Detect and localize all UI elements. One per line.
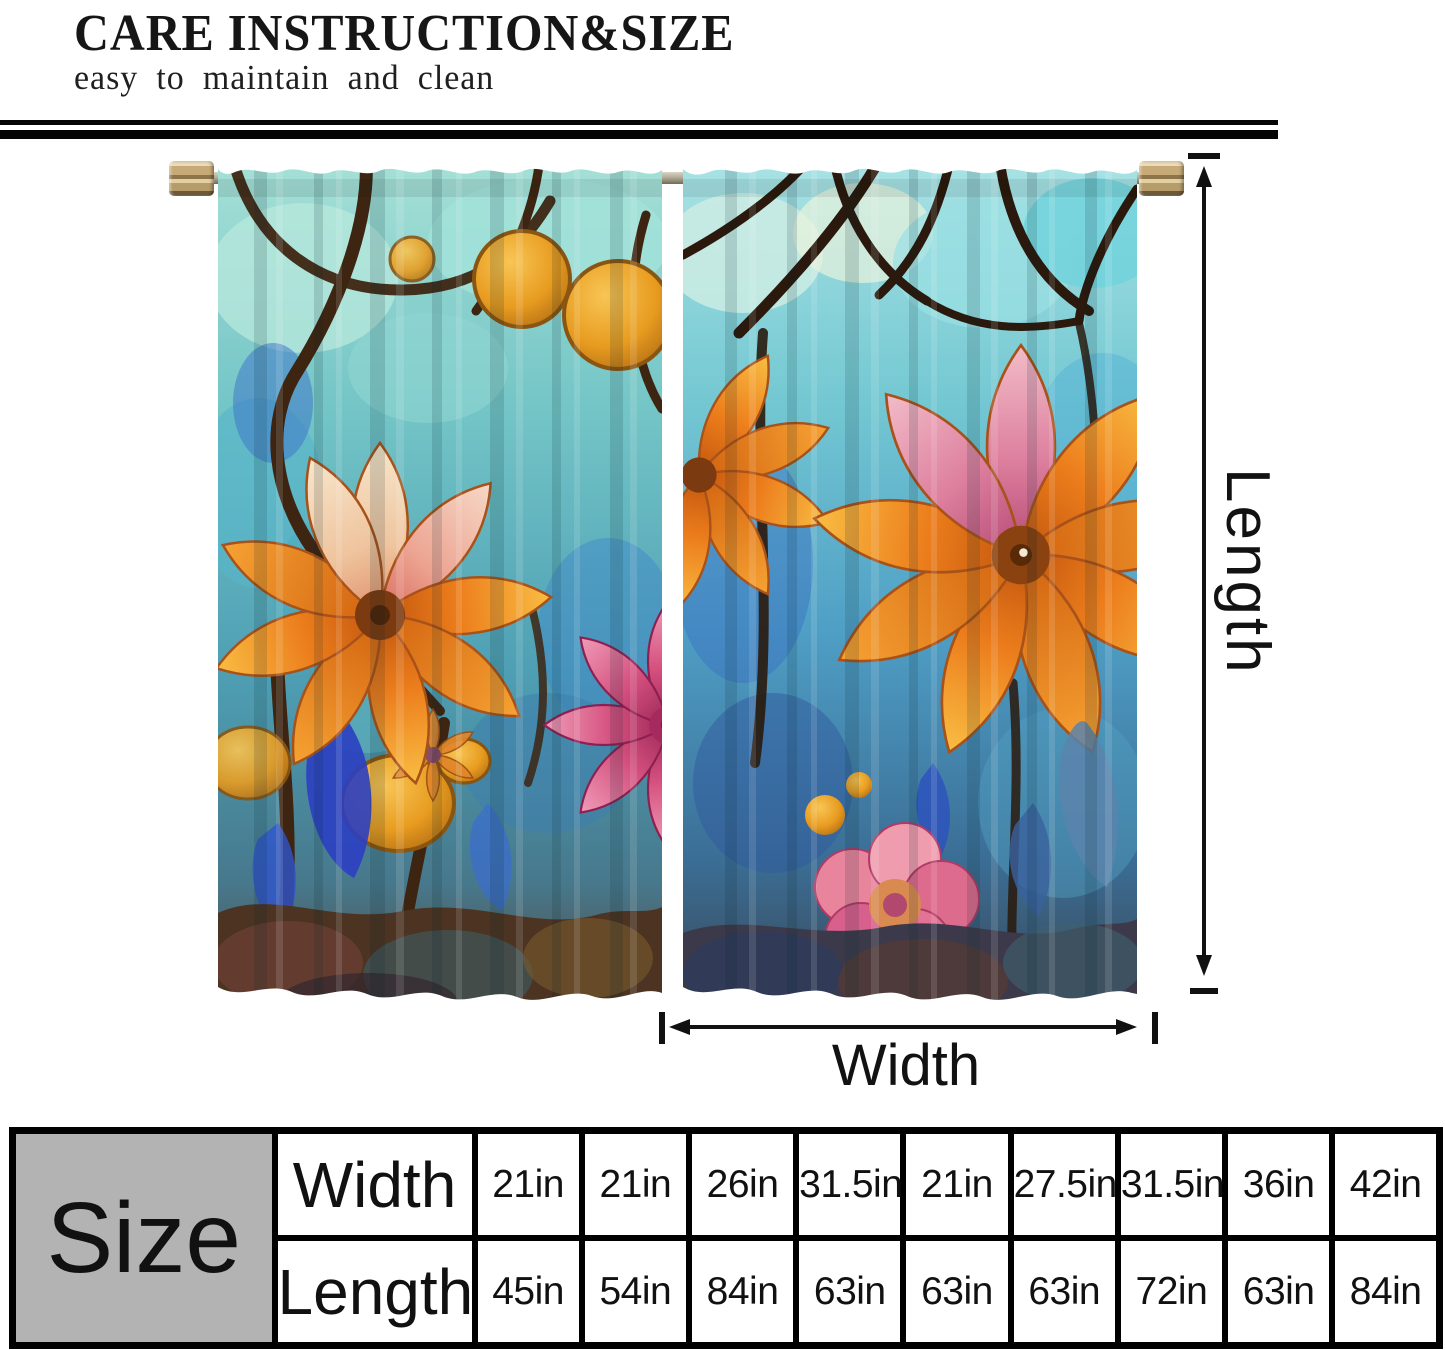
width-label: Width xyxy=(831,1033,981,1098)
dark-bottom-left xyxy=(218,904,662,1011)
partial-orange-flower-right xyxy=(683,343,838,616)
page-subtitle: easy to maintain and clean xyxy=(74,58,495,97)
width-value-cell: 21in xyxy=(578,1127,692,1241)
orange-flower-left xyxy=(218,441,556,791)
fabric-folds-right xyxy=(725,163,1112,1011)
length-value-cell: 63in xyxy=(1007,1235,1121,1349)
size-table: Size Width 21in 21in 26in 31.5in 21in 27… xyxy=(9,1127,1443,1349)
length-value-cell: 63in xyxy=(900,1235,1014,1349)
width-value-cell: 42in xyxy=(1329,1127,1443,1241)
width-arrow xyxy=(659,1012,1158,1044)
width-row-header: Width xyxy=(271,1127,478,1241)
curtain-panel-left xyxy=(218,163,662,1011)
small-orange-flower xyxy=(389,708,477,802)
top-ruffle-left xyxy=(218,163,662,174)
length-row-header: Length xyxy=(271,1235,478,1349)
length-value-cell: 63in xyxy=(1222,1235,1336,1349)
rod-pocket-shadow-left xyxy=(218,179,662,197)
divider-line-thick xyxy=(0,130,1278,139)
length-arrow xyxy=(1188,153,1220,994)
page-title: CARE INSTRUCTION&SIZE xyxy=(74,5,735,62)
width-value-cell: 26in xyxy=(685,1127,800,1241)
width-arrowhead-left xyxy=(669,1019,690,1035)
length-value-cell: 84in xyxy=(1329,1235,1443,1349)
pink-flower-left xyxy=(543,600,662,850)
rod-finial-right xyxy=(1139,161,1184,196)
width-value-cell: 21in xyxy=(471,1127,585,1241)
rod-finial-left xyxy=(169,161,214,196)
rod-pocket-shadow-right xyxy=(683,179,1137,197)
length-value-cell: 54in xyxy=(578,1235,692,1349)
length-label: Length xyxy=(1213,468,1282,676)
fabric-folds-left xyxy=(254,163,637,1011)
width-arrowhead-right xyxy=(1116,1019,1137,1035)
length-arrowhead-bottom xyxy=(1196,955,1212,976)
gold-dots-right xyxy=(805,772,872,835)
width-value-cell: 36in xyxy=(1222,1127,1336,1241)
length-value-cell: 63in xyxy=(793,1235,907,1349)
size-corner-cell: Size xyxy=(9,1127,278,1349)
length-arrowhead-top xyxy=(1196,166,1212,187)
divider-line-thin xyxy=(0,120,1278,125)
length-value-cell: 45in xyxy=(471,1235,585,1349)
width-value-cell: 21in xyxy=(900,1127,1014,1241)
size-table-row-length: Length 45in 54in 84in 63in 63in 63in 72i… xyxy=(13,1235,1443,1349)
bottom-ruffle-left xyxy=(218,987,662,1011)
width-value-cell: 27.5in xyxy=(1007,1127,1121,1241)
curtain-panel-right xyxy=(683,163,1137,1011)
orange-flower-right xyxy=(807,343,1137,766)
top-ruffle-right xyxy=(683,163,1137,175)
width-value-cell: 31.5in xyxy=(1114,1127,1229,1241)
size-table-row-width: Size Width 21in 21in 26in 31.5in 21in 27… xyxy=(9,1127,1443,1349)
length-value-cell: 84in xyxy=(685,1235,800,1349)
length-value-cell: 72in xyxy=(1114,1235,1229,1349)
bottom-ruffle-right xyxy=(683,987,1137,1011)
width-value-cell: 31.5in xyxy=(793,1127,907,1241)
